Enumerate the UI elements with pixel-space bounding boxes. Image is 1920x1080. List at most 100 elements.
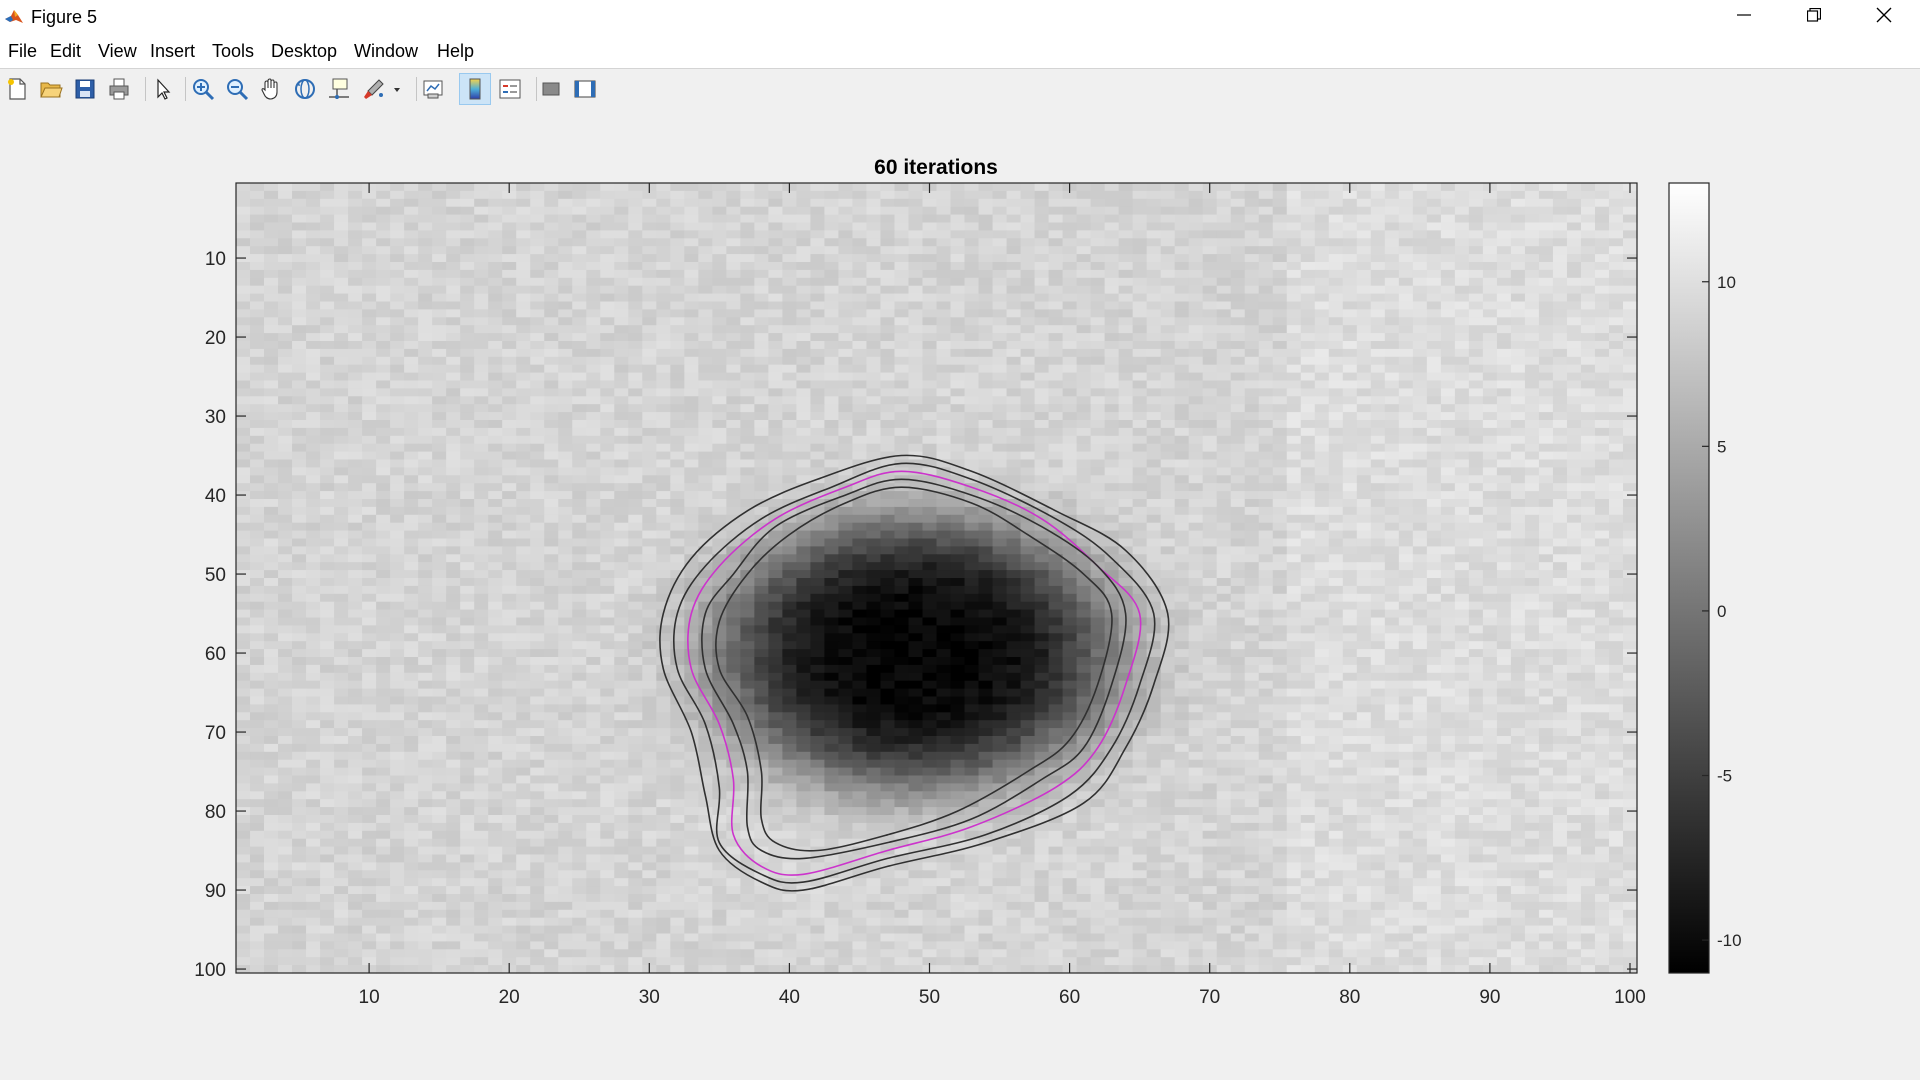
heatmap-cell (1454, 341, 1470, 350)
heatmap-cell (320, 435, 335, 445)
heatmap-cell (544, 341, 559, 350)
heatmap-cell (1314, 206, 1330, 216)
heatmap-cell (1440, 269, 1456, 279)
heatmap-cell (1188, 372, 1204, 382)
menu-tools[interactable]: Tools (212, 41, 255, 61)
heatmap-cell (1048, 427, 1064, 437)
heatmap-cell (614, 246, 629, 255)
heatmap-cell (432, 293, 447, 303)
axes[interactable]: 10 20 30 40 50 60 70 80 90 100 102030405060708090… (194, 182, 1646, 1008)
heatmap-cell (1146, 506, 1162, 516)
save-button[interactable] (71, 75, 99, 103)
heatmap-cell (838, 546, 854, 555)
heatmap-cell (1510, 435, 1526, 445)
heatmap-cell (1510, 506, 1526, 516)
heatmap-cell (460, 530, 475, 540)
heatmap-cell (838, 254, 854, 263)
heatmap-cell (1034, 269, 1050, 279)
heatmap-cell (1566, 475, 1582, 484)
show-plot-tools-button[interactable] (571, 75, 599, 103)
menu-desktop[interactable]: Desktop (271, 41, 338, 61)
heatmap-cell (278, 499, 293, 508)
heatmap-cell (1538, 285, 1554, 295)
pan-button[interactable] (257, 75, 285, 103)
heatmap-cell (1608, 190, 1624, 200)
heatmap-cell (1090, 372, 1106, 382)
heatmap-cell (1356, 356, 1372, 366)
edit-plot-button[interactable] (149, 75, 177, 103)
menu-window[interactable]: Window (354, 41, 419, 61)
close-button[interactable] (1849, 0, 1919, 34)
heatmap-cell (1398, 530, 1414, 540)
heatmap-cell (810, 325, 826, 334)
menu-edit[interactable]: Edit (50, 41, 82, 61)
heatmap-cell (516, 372, 531, 382)
heatmap-cell (460, 222, 475, 231)
heatmap-cell (1048, 348, 1064, 358)
rotate-3d-button[interactable] (291, 75, 319, 103)
title-bar[interactable]: Figure 5 (0, 0, 1920, 34)
menu-view[interactable]: View (98, 41, 137, 61)
heatmap-cell (936, 206, 952, 216)
heatmap-cell (1174, 562, 1190, 571)
heatmap-cell (1510, 285, 1526, 295)
heatmap-cell (1384, 262, 1400, 271)
print-button[interactable] (105, 75, 133, 103)
heatmap-cell (614, 427, 629, 437)
menu-file[interactable]: File (8, 41, 38, 61)
zoom-out-button[interactable] (223, 75, 251, 103)
heatmap-cell (880, 246, 896, 255)
zoom-in-button[interactable] (189, 75, 217, 103)
brush-button[interactable] (359, 75, 405, 103)
heatmap-cell (1370, 522, 1386, 532)
heatmap-cell (936, 333, 952, 342)
heatmap-cell (502, 522, 517, 532)
heatmap-cell (530, 293, 545, 303)
heatmap-cell (446, 317, 461, 326)
heatmap-cell (236, 388, 251, 397)
heatmap-cell (1412, 325, 1428, 334)
heatmap-cell (1076, 301, 1092, 310)
heatmap-cell (1104, 372, 1120, 382)
open-file-button[interactable] (37, 75, 65, 103)
heatmap-cell (656, 356, 671, 366)
heatmap-cell (936, 435, 952, 445)
data-cursor-button[interactable] (325, 75, 353, 103)
new-figure-button[interactable] (3, 75, 31, 103)
heatmap-cell (306, 412, 321, 421)
link-plot-button[interactable] (419, 75, 447, 103)
heatmap-cell (768, 246, 783, 255)
insert-legend-button[interactable] (496, 75, 524, 103)
heatmap-cell (502, 459, 517, 468)
heatmap-cell (1398, 341, 1414, 350)
menu-help[interactable]: Help (437, 41, 475, 61)
heatmap-cell (1552, 499, 1568, 508)
heatmap-cell (1608, 325, 1624, 334)
heatmap-cell (1342, 491, 1358, 500)
insert-colorbar-button[interactable] (459, 73, 491, 105)
heatmap-cell (418, 427, 433, 437)
menu-insert[interactable]: Insert (150, 41, 196, 61)
heatmap-cell (866, 499, 882, 508)
heatmap-cell (446, 475, 461, 484)
heatmap-cell (964, 459, 980, 468)
heatmap-cell (558, 285, 573, 295)
heatmap-cell (362, 412, 377, 421)
heatmap-cell (1146, 222, 1162, 231)
heatmap-cell (516, 538, 531, 547)
restore-button[interactable] (1779, 0, 1849, 34)
heatmap-cell (474, 254, 489, 263)
heatmap-cell (656, 238, 671, 247)
minimize-button[interactable] (1709, 0, 1779, 34)
heatmap-cell (264, 246, 279, 255)
heatmap-cell (1384, 412, 1400, 421)
heatmap-cell (334, 443, 349, 453)
hide-plot-tools-button[interactable] (537, 75, 565, 103)
heatmap-cell (908, 467, 924, 476)
heatmap-cell (1482, 546, 1498, 555)
heatmap-cell (586, 206, 601, 216)
heatmap-cell (1286, 467, 1302, 476)
heatmap-cell (1132, 341, 1148, 350)
heatmap-cell (390, 190, 405, 200)
heatmap-cell (922, 206, 938, 216)
